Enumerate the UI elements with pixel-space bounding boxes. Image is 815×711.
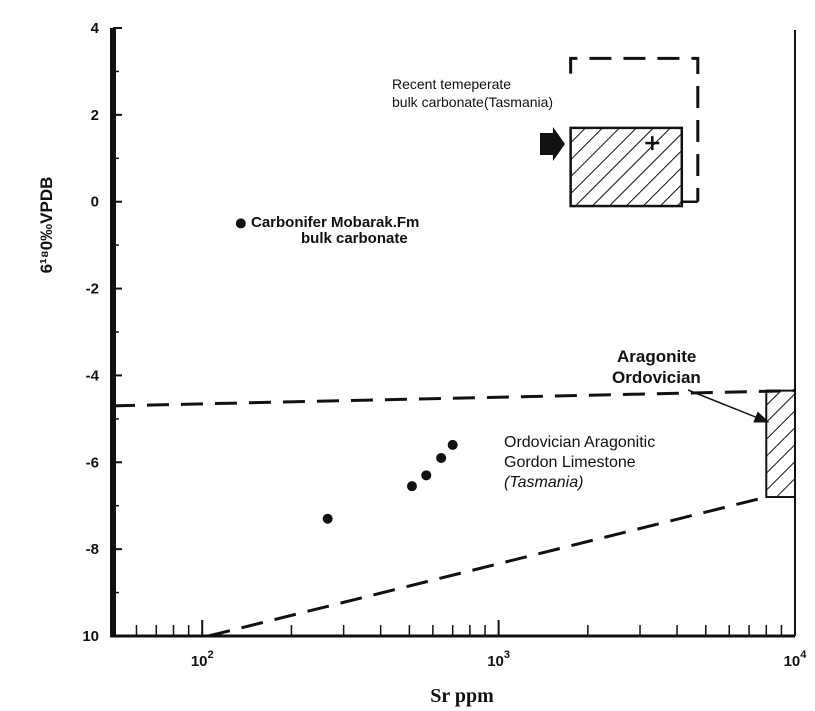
fields-layer	[112, 56, 796, 638]
y-axis-ticks: 4 2 0 -2 -4 -6 -8 10	[82, 20, 122, 645]
ordovician-upper-boundary	[112, 389, 796, 408]
recent-pointer-arrow-icon	[540, 127, 565, 161]
annotation-recent-line1: Recent temeperate	[392, 76, 511, 92]
x-tick-label: 103	[487, 649, 510, 670]
annotation-gordon-line2: Gordon Limestone	[504, 454, 636, 471]
data-point	[421, 470, 432, 481]
aragonite-arrow	[687, 389, 770, 423]
data-point	[322, 513, 333, 524]
y-tick-label: 0	[91, 194, 99, 211]
y-tick-label: -8	[86, 541, 99, 558]
data-point	[235, 218, 246, 229]
annotation-aragonite-line2: Ordovician	[612, 368, 701, 387]
y-tick-label: -6	[86, 454, 99, 471]
data-point	[406, 481, 417, 492]
annotation-carbonifer-line2: bulk carbonate	[301, 230, 408, 247]
annotation-aragonite-line1: Aragonite	[617, 347, 696, 366]
y-tick-label: 10	[82, 628, 99, 645]
aragonite-ordovician-field	[765, 389, 796, 499]
y-tick-label: 4	[91, 20, 100, 37]
y-tick-label: 2	[91, 107, 99, 124]
ordovician-lower-boundary	[208, 495, 767, 638]
data-points	[235, 218, 458, 524]
y-tick-label: -2	[86, 281, 99, 298]
x-axis-title: Sr ppm	[430, 685, 494, 707]
y-tick-label: -4	[86, 367, 100, 384]
data-point	[436, 452, 447, 463]
annotation-recent-temperate: Recent temeperate bulk carbonate(Tasmani…	[392, 76, 553, 110]
annotation-gordon-line1: Ordovician Aragonitic	[504, 434, 655, 451]
annotation-gordon-line3: (Tasmania)	[504, 474, 583, 491]
x-tick-label: 104	[784, 649, 808, 670]
recent-outer-field	[569, 56, 700, 202]
annotation-carbonifer: Carbonifer Mobarak.Fm bulk carbonate	[251, 214, 419, 247]
annotation-recent-line2: bulk carbonate(Tasmania)	[392, 94, 553, 110]
plot-frame	[110, 28, 796, 638]
annotation-aragonite-ordovician: Aragonite Ordovician	[612, 347, 770, 423]
recent-hatched-field	[569, 126, 684, 208]
x-axis-ticks: 102 103 104	[112, 620, 808, 670]
annotation-carbonifer-line1: Carbonifer Mobarak.Fm	[251, 214, 419, 231]
data-point	[447, 439, 458, 450]
x-tick-label: 102	[191, 649, 214, 670]
y-axis-title: 6¹⁸0‰VPDB	[37, 177, 56, 274]
annotation-gordon-limestone: Ordovician Aragonitic Gordon Limestone (…	[504, 434, 655, 491]
